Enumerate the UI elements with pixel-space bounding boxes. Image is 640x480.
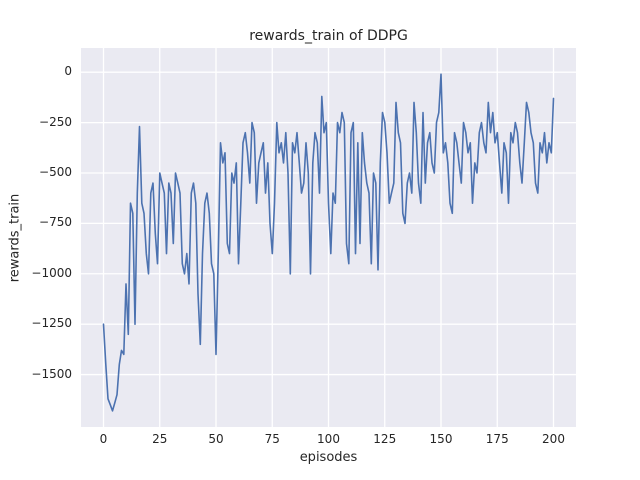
x-tick-label: 175 [485,432,509,446]
y-tick-label: −750 [39,215,72,230]
x-tick-label: 125 [373,432,397,446]
y-tick-label: −500 [39,164,72,179]
plot-area [81,48,576,427]
x-tick-label: 200 [542,432,565,446]
x-tick-label: 0 [99,432,108,446]
x-tick-label: 100 [317,432,340,446]
x-tick-label: 25 [152,432,168,446]
y-tick-label: −1250 [31,316,72,331]
y-tick-label: −1000 [31,265,72,280]
x-tick-label: 75 [264,432,280,446]
line-chart-svg [81,48,576,427]
x-tick-label: 50 [208,432,224,446]
x-tick-label: 150 [429,432,453,446]
rewards-line-series [102,73,555,412]
y-tick-label: −1500 [31,366,72,381]
x-axis-label: episodes [299,450,358,465]
chart-title: rewards_train of DDPG [249,28,408,44]
y-tick-label: 0 [64,64,72,79]
y-tick-label: −250 [39,114,72,129]
